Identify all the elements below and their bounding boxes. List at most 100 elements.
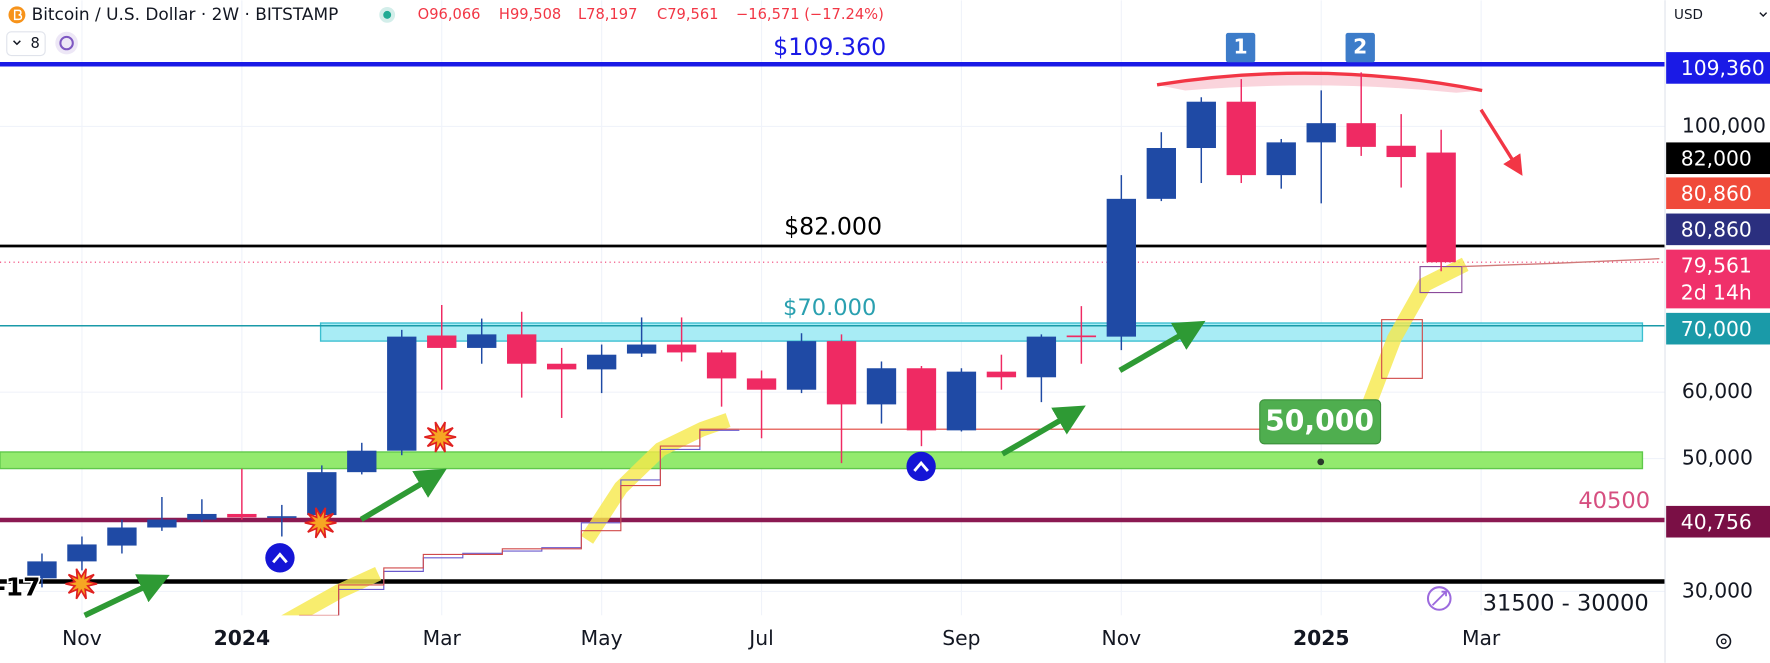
annotation: $82.000 — [784, 213, 882, 241]
x-tick-label: Sep — [942, 626, 980, 650]
candle-body — [866, 368, 897, 405]
y-tick-label: 100,000 — [1682, 113, 1766, 137]
candle-body — [826, 341, 857, 405]
price-scale-labels: 30,000 50,000 60,000 100,000 109,360 82,000 80… — [1666, 52, 1770, 602]
step-line — [299, 428, 740, 616]
price-zone — [0, 451, 1644, 470]
candle-body — [706, 352, 737, 379]
candle-body — [666, 344, 697, 353]
settings-icon[interactable] — [1716, 633, 1732, 649]
candle-body — [227, 513, 257, 518]
price-label — [1666, 312, 1770, 345]
outline-candle — [1381, 319, 1423, 379]
callout-point — [1317, 458, 1325, 466]
ohlc-value: H99,508 — [499, 6, 561, 23]
annotation: $70.000 — [783, 295, 876, 321]
candle-body — [307, 472, 337, 516]
candle-body — [347, 450, 377, 473]
x-tick-label: May — [581, 626, 623, 650]
candle-body — [1346, 123, 1376, 147]
candle-body — [187, 513, 217, 520]
ohlc-legend: O96,066 H99,508 L78,197 C79,561 −16,571 (−17… — [418, 6, 884, 23]
candle-body — [1306, 123, 1336, 143]
top-arc — [1156, 71, 1483, 93]
callout-box — [1259, 399, 1382, 445]
tool-icon[interactable] — [1426, 586, 1452, 611]
candle-body — [1146, 148, 1176, 199]
candle-body — [1106, 198, 1137, 337]
green-arrow — [359, 468, 447, 522]
candle-body — [107, 527, 137, 546]
symbol-icon — [8, 6, 26, 24]
candle-body — [467, 334, 497, 348]
annotation: 40500 — [1578, 488, 1650, 514]
candle-body — [586, 354, 617, 370]
plot-background — [0, 0, 1666, 616]
price-label — [1666, 249, 1770, 309]
candle-body — [507, 334, 537, 364]
candle-body — [427, 335, 457, 348]
candle-body — [1026, 336, 1057, 378]
indicator-toggle[interactable] — [6, 31, 46, 57]
up-signal — [265, 543, 295, 573]
candle-body — [1066, 335, 1097, 338]
price-label-text: 80,860 — [1681, 181, 1752, 205]
green-arrow — [1118, 320, 1206, 373]
ohlc-value: O96,066 — [418, 6, 481, 23]
candle-body — [626, 344, 657, 354]
candle-body — [27, 561, 57, 579]
candle-body — [267, 516, 297, 518]
candle-body — [906, 368, 937, 431]
price-zone — [319, 322, 1644, 342]
currency-chevron[interactable] — [1759, 12, 1768, 17]
overlay: $109.360 $82.000 $70.000 40500 31500 - 30000… — [0, 32, 1650, 618]
price-label — [1666, 213, 1770, 246]
y-tick-label: 30,000 — [1682, 578, 1753, 602]
x-tick-label: Nov — [62, 626, 102, 650]
price-label — [1666, 52, 1770, 84]
signal-burst — [304, 507, 337, 539]
price-label-text: 109,360 — [1681, 56, 1765, 80]
indicator-count[interactable]: 8 — [30, 35, 39, 52]
green-arrow — [1000, 405, 1086, 457]
red-arrow — [1479, 108, 1523, 176]
price-label-countdown: 2d 14h — [1681, 281, 1752, 305]
symbol-title[interactable]: Bitcoin / U.S. Dollar · 2W · BITSTAMP — [32, 4, 339, 24]
candle-body — [986, 371, 1017, 378]
price-label-text: 40,756 — [1681, 510, 1752, 534]
price-label-text: 80,860 — [1681, 217, 1752, 241]
candle-body — [1426, 152, 1456, 263]
price-label — [1666, 505, 1770, 538]
y-tick-label: 60,000 — [1682, 379, 1753, 403]
currency[interactable]: USD — [1674, 7, 1703, 23]
price-label-text: 79,561 — [1681, 254, 1752, 278]
x-tick-label: Nov — [1102, 626, 1142, 650]
time-axis: Nov 2024 Mar May Jul Sep Nov 2025 Mar — [62, 626, 1501, 650]
price-label-text: 70,000 — [1681, 317, 1752, 341]
annotation: 1 — [1234, 35, 1248, 59]
ohlc-value: −16,571 (−17.24%) — [736, 6, 884, 23]
sync-icon[interactable] — [55, 31, 78, 55]
candle-body — [67, 544, 97, 562]
badge — [1345, 32, 1375, 63]
candle-body — [546, 363, 577, 370]
market-status-dot — [383, 10, 392, 19]
price-label — [1666, 142, 1770, 175]
indicator-drawings — [281, 71, 1660, 616]
x-tick-label: Mar — [423, 626, 462, 650]
candle-body — [746, 378, 777, 390]
candle-body — [786, 341, 817, 390]
step-line — [1461, 258, 1660, 268]
annotation: 50,000 — [1265, 404, 1374, 437]
x-tick-label: 2025 — [1293, 626, 1350, 650]
ohlc-value: L78,197 — [578, 6, 637, 23]
annotation: -17 — [0, 572, 40, 601]
y-tick-label: 50,000 — [1682, 446, 1753, 470]
up-signal — [906, 451, 936, 482]
annotation: $109.360 — [773, 33, 886, 61]
annotation: 31500 - 30000 — [1483, 591, 1649, 617]
toggle-chevron — [13, 40, 21, 46]
